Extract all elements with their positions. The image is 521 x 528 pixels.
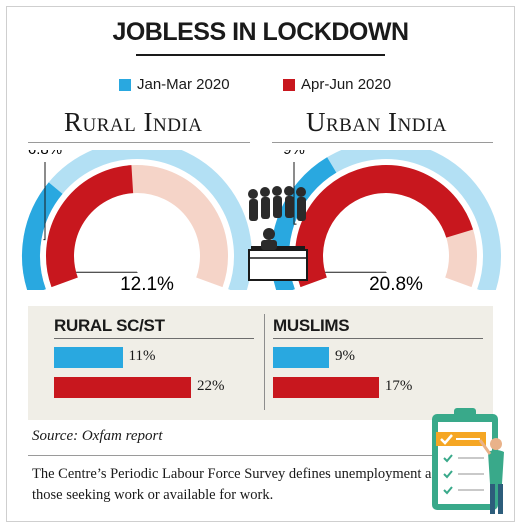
job-queue-illustration-icon (248, 186, 308, 281)
bar-label-muslims-jan-mar: 9% (335, 348, 356, 364)
clipboard-checklist-illustration-icon (432, 408, 504, 514)
muslims-title: MUSLIMS (273, 316, 350, 335)
gauge-value-apr-jun: 20.8% (369, 274, 423, 290)
source-rule (28, 455, 493, 456)
gauge-arc-apr-jun (46, 165, 134, 288)
rural-india-rule (28, 142, 250, 143)
bar-label-muslims-apr-jun: 17% (384, 378, 413, 394)
legend-label-apr-jun: Apr-Jun 2020 (301, 76, 392, 93)
gauge-arc-jan-mar (22, 182, 63, 290)
muslims-title-rule (273, 338, 483, 339)
urban-india-title: Urban India (306, 107, 448, 137)
bar-rural-scst-jan-mar (54, 347, 123, 368)
gauge-value-jan-mar: 9% (283, 150, 305, 158)
gauge-urban-india: 9% 20.8% (271, 150, 501, 290)
footnote: The Centre’s Periodic Labour Force Surve… (32, 466, 438, 503)
legend-swatch-apr-jun (283, 78, 295, 91)
rural-scst-title-rule (54, 338, 254, 339)
rural-india-title: Rural India (64, 107, 203, 137)
source-note: Source: Oxfam report (32, 428, 163, 444)
gauge-leader-jan-mar (293, 162, 297, 225)
rural-scst-title: RURAL SC/ST (54, 316, 165, 335)
urban-india-rule (272, 142, 493, 143)
bar-muslims-apr-jun (273, 377, 379, 398)
chart-frame (6, 6, 515, 522)
panel-divider (264, 314, 265, 410)
legend-item-apr-jun: Apr-Jun 2020 (283, 76, 391, 93)
legend-item-jan-mar: Jan-Mar 2020 (119, 76, 230, 93)
gauge-leader-jan-mar (43, 162, 46, 241)
bar-label-rural-scst-jan-mar: 11% (128, 348, 156, 364)
gauge-rural-india: 6.8% 12.1% (22, 150, 252, 290)
gauge-value-jan-mar: 6.8% (28, 150, 62, 158)
bar-rural-scst-apr-jun (54, 377, 191, 398)
chart-title: JOBLESS IN LOCKDOWN (112, 18, 409, 46)
gauge-value-apr-jun: 12.1% (120, 274, 174, 290)
legend: Jan-Mar 2020 Apr-Jun 2020 (0, 76, 521, 96)
title-underline (136, 54, 385, 56)
gauges-svg: 6.8% 12.1% 9% 20.8% (22, 150, 501, 290)
bar-muslims-jan-mar (273, 347, 330, 368)
gauge-arc-apr-jun (295, 165, 474, 288)
bar-label-rural-scst-apr-jun: 22% (197, 378, 225, 394)
legend-swatch-jan-mar (119, 78, 131, 91)
legend-label-jan-mar: Jan-Mar 2020 (137, 76, 230, 93)
